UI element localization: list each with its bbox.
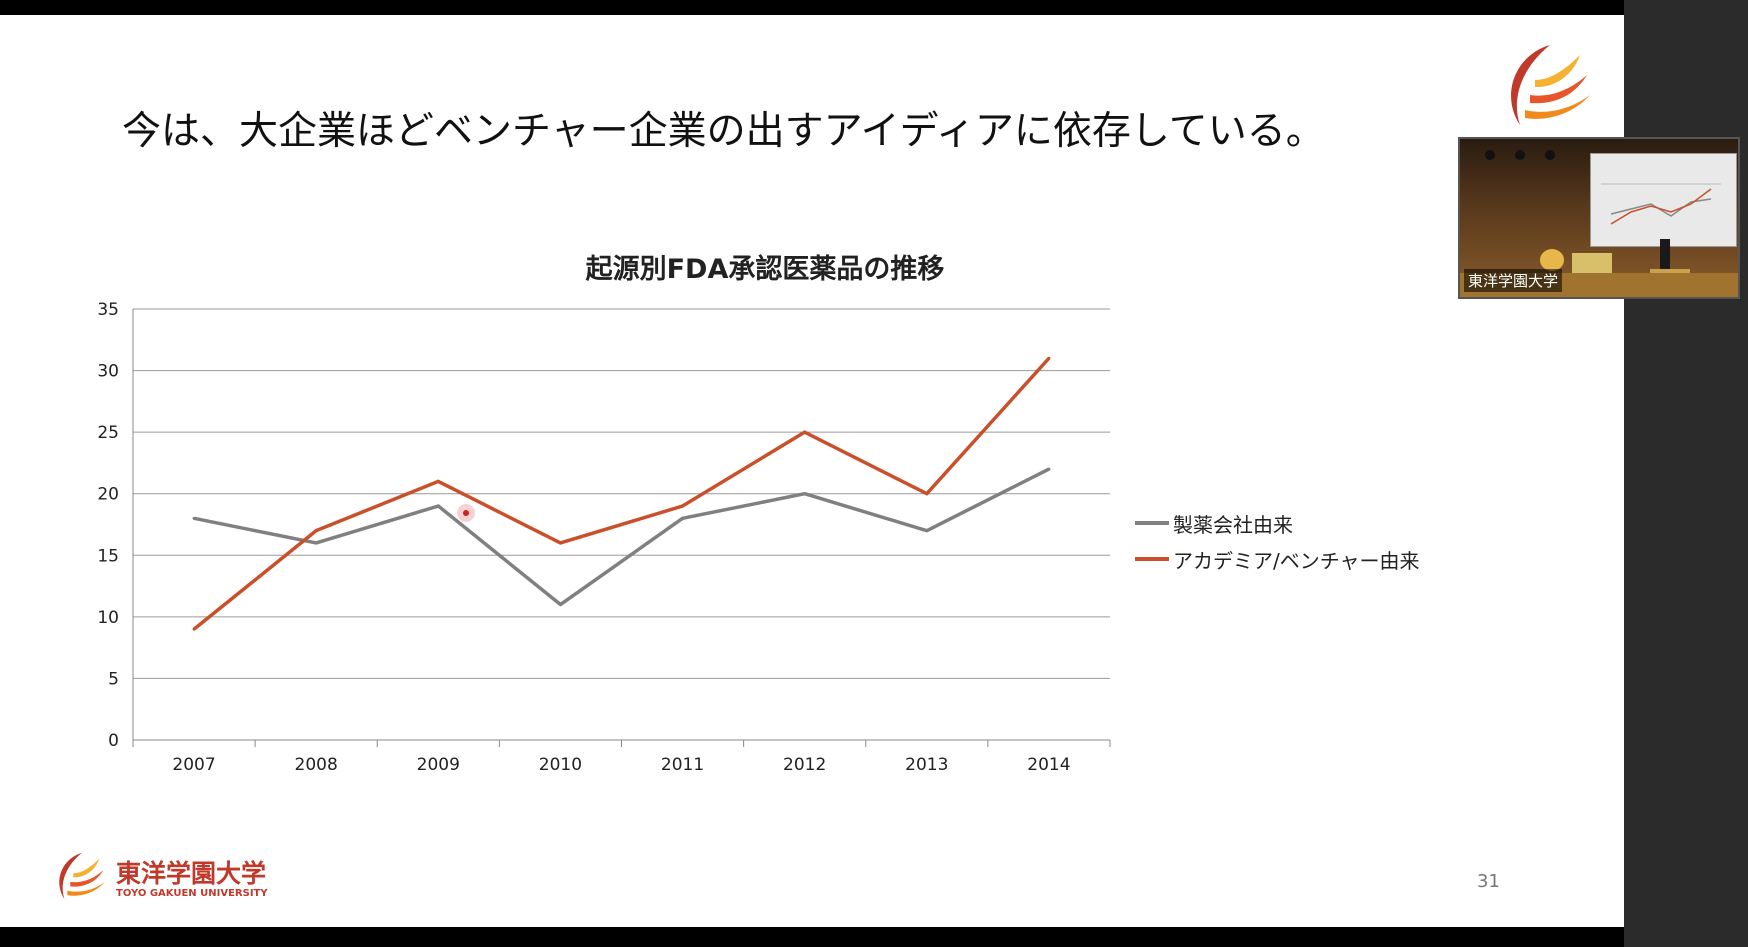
data-point: [558, 541, 562, 545]
university-logo-top: [1495, 40, 1595, 144]
data-point: [314, 541, 318, 545]
laser-pointer-cursor: [457, 504, 475, 522]
x-tick-label: 2007: [172, 755, 215, 775]
x-tick-label: 2008: [295, 755, 338, 775]
x-tick-label: 2013: [905, 755, 948, 775]
webcam-video-thumbnail[interactable]: 東洋学園大学: [1458, 137, 1740, 299]
legend-item-academia: アカデミア/ベンチャー由来: [1135, 541, 1420, 577]
flower-arrangement: [1540, 249, 1564, 271]
chart-legend: 製薬会社由来 アカデミア/ベンチャー由来: [1135, 505, 1420, 577]
speaker: [1660, 239, 1670, 279]
y-tick-label: 25: [97, 423, 119, 443]
data-point: [803, 430, 807, 434]
university-logo-icon: [59, 852, 106, 900]
data-point: [925, 529, 929, 533]
logo-english-name: TOYO GAKUEN UNIVERSITY: [116, 887, 268, 899]
x-tick-label: 2012: [783, 755, 826, 775]
y-tick-label: 0: [108, 731, 119, 751]
projected-slide: [1590, 153, 1737, 247]
data-point: [314, 529, 318, 533]
data-point: [192, 627, 196, 631]
legend-label-academia: アカデミア/ベンチャー由来: [1173, 548, 1420, 573]
legend-swatch-academia: [1135, 557, 1169, 561]
line-chart: 0 5 10 15 20 25 30 35 2007 2008 2009 2010 2011 2012 20…: [97, 300, 1111, 775]
y-tick-label: 5: [108, 669, 119, 689]
x-tick-label: 2014: [1027, 755, 1070, 775]
data-point: [1047, 467, 1051, 471]
university-logo-bottom: 東洋学園大学 TOYO GAKUEN UNIVERSITY: [48, 850, 268, 908]
data-point: [925, 492, 929, 496]
x-tick-label: 2011: [661, 755, 704, 775]
data-point: [1047, 356, 1051, 360]
series-line-pharma: [193, 467, 1050, 607]
camera-label: 東洋学園大学: [1464, 269, 1563, 292]
stage-lights: [1480, 147, 1570, 161]
data-point: [803, 492, 807, 496]
data-point: [681, 516, 685, 520]
legend-swatch-pharma: [1135, 521, 1169, 525]
page-number: 31: [1477, 871, 1500, 892]
legend-item-pharma: 製薬会社由来: [1135, 505, 1420, 541]
slide: [0, 15, 1624, 927]
series-line-academia: [192, 357, 1051, 631]
logo-japanese-name: 東洋学園大学: [116, 858, 267, 888]
slide-title: 今は、大企業ほどベンチャー企業の出すアイディアに依存している。: [122, 109, 1325, 154]
y-tick-label: 10: [97, 608, 119, 628]
data-point: [436, 479, 440, 483]
data-point: [558, 603, 562, 607]
data-point: [681, 504, 685, 508]
data-point: [192, 516, 196, 520]
y-tick-label: 15: [97, 546, 119, 566]
y-tick-label: 30: [97, 362, 119, 382]
x-tick-label: 2010: [539, 755, 582, 775]
y-tick-label: 20: [97, 485, 119, 505]
y-tick-label: 35: [97, 300, 119, 320]
data-point: [436, 504, 440, 508]
x-tick-label: 2009: [417, 755, 460, 775]
chart-title: 起源別FDA承認医薬品の推移: [585, 254, 945, 285]
legend-label-pharma: 製薬会社由来: [1173, 512, 1293, 537]
